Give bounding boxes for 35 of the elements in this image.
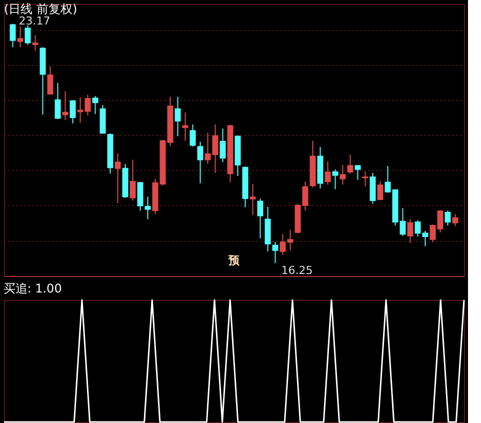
candlestick bbox=[250, 183, 256, 216]
candlestick bbox=[182, 112, 188, 142]
candlestick bbox=[47, 66, 54, 96]
candlestick bbox=[324, 160, 331, 186]
candlestick bbox=[54, 82, 61, 120]
candlestick bbox=[10, 23, 16, 48]
annotation: 16.25 bbox=[281, 264, 313, 278]
candlestick bbox=[452, 214, 458, 227]
candlestick bbox=[332, 168, 338, 190]
candlestick bbox=[24, 24, 31, 46]
candlestick bbox=[114, 152, 121, 204]
candlestick bbox=[220, 128, 226, 163]
candlestick bbox=[444, 210, 451, 226]
candlestick bbox=[190, 124, 196, 148]
candlestick bbox=[272, 242, 278, 264]
candlestick bbox=[347, 154, 354, 174]
chart-title: (日线 前复权) bbox=[4, 2, 78, 16]
candlestick bbox=[17, 26, 24, 48]
candlestick bbox=[62, 90, 68, 120]
candlestick bbox=[257, 198, 264, 239]
chart-title: 买追: 1.00 bbox=[3, 281, 62, 296]
annotation: 23.17 bbox=[18, 14, 50, 28]
candlestick bbox=[407, 218, 414, 244]
candlestick bbox=[130, 159, 136, 202]
candlestick bbox=[370, 172, 376, 204]
candlestick bbox=[340, 164, 346, 186]
candlestick bbox=[197, 141, 204, 184]
annotation: 预 bbox=[228, 254, 240, 267]
candlestick bbox=[174, 96, 181, 137]
candlestick bbox=[354, 165, 361, 180]
candlestick bbox=[92, 96, 98, 115]
candlestick bbox=[32, 34, 38, 52]
candlestick bbox=[70, 100, 76, 124]
candlestick bbox=[362, 171, 368, 187]
candlestick bbox=[377, 180, 384, 201]
